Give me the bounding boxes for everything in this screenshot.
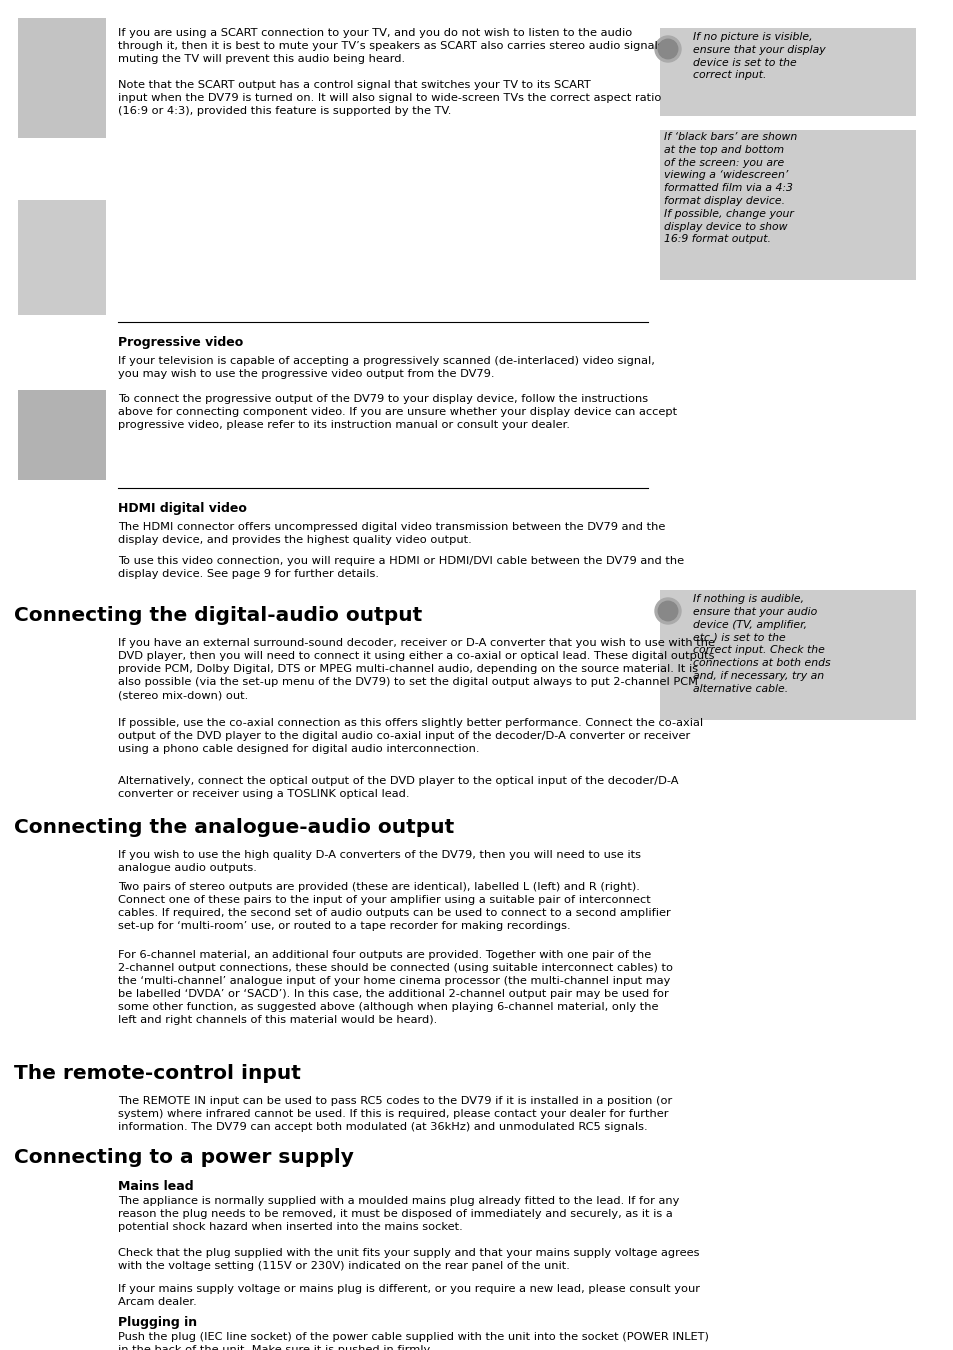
Bar [18,200,106,315]
Text: If ‘black bars’ are shown
at the top and bottom
of the screen: you are
viewing a: If ‘black bars’ are shown at the top and… [663,132,797,244]
Text: The HDMI connector offers uncompressed digital video transmission between the DV: The HDMI connector offers uncompressed d… [118,522,664,545]
Circle shape [655,598,680,624]
Text: The remote-control input: The remote-control input [14,1064,300,1083]
Bar [659,28,915,116]
Text: To connect the progressive output of the DV79 to your display device, follow the: To connect the progressive output of the… [118,394,677,431]
Text: If you have an external surround-sound decoder, receiver or D-A converter that y: If you have an external surround-sound d… [118,639,714,701]
Text: For 6-channel material, an additional four outputs are provided. Together with o: For 6-channel material, an additional fo… [118,950,672,1025]
Text: The appliance is normally supplied with a moulded mains plug already fitted to t: The appliance is normally supplied with … [118,1196,679,1233]
Text: Connecting the digital-audio output: Connecting the digital-audio output [14,606,422,625]
Text: If nothing is audible,
ensure that your audio
device (TV, amplifier,
etc.) is se: If nothing is audible, ensure that your … [692,594,830,694]
Text: To use this video connection, you will require a HDMI or HDMI/DVI cable between : To use this video connection, you will r… [118,556,683,579]
Circle shape [658,39,677,59]
Text: HDMI digital video: HDMI digital video [118,502,247,514]
Text: Alternatively, connect the optical output of the DVD player to the optical input: Alternatively, connect the optical outpu… [118,776,678,799]
Text: Plugging in: Plugging in [118,1316,197,1328]
Circle shape [655,36,680,62]
Text: Mains lead: Mains lead [118,1180,193,1193]
Text: If no picture is visible,
ensure that your display
device is set to the
correct : If no picture is visible, ensure that yo… [692,32,824,81]
Bar [18,18,106,138]
Text: If your mains supply voltage or mains plug is different, or you require a new le: If your mains supply voltage or mains pl… [118,1284,700,1307]
Text: Note that the SCART output has a control signal that switches your TV to its SCA: Note that the SCART output has a control… [118,80,660,116]
Text: Connecting to a power supply: Connecting to a power supply [14,1148,354,1166]
Bar [659,130,915,279]
Bar [659,590,915,720]
Text: If you are using a SCART connection to your TV, and you do not wish to listen to: If you are using a SCART connection to y… [118,28,667,63]
Text: If you wish to use the high quality D-A converters of the DV79, then you will ne: If you wish to use the high quality D-A … [118,850,640,873]
Text: Progressive video: Progressive video [118,336,243,350]
Text: Connecting the analogue-audio output: Connecting the analogue-audio output [14,818,454,837]
Text: Check that the plug supplied with the unit fits your supply and that your mains : Check that the plug supplied with the un… [118,1247,699,1272]
Text: If possible, use the co-axial connection as this offers slightly better performa: If possible, use the co-axial connection… [118,718,702,755]
Text: English: English [931,401,944,450]
Text: If your television is capable of accepting a progressively scanned (de-interlace: If your television is capable of accepti… [118,356,654,379]
Circle shape [658,601,677,621]
Text: The REMOTE IN input can be used to pass RC5 codes to the DV79 if it is installed: The REMOTE IN input can be used to pass … [118,1096,672,1133]
Text: Two pairs of stereo outputs are provided (these are identical), labelled L (left: Two pairs of stereo outputs are provided… [118,882,670,932]
Bar [18,390,106,481]
Text: Push the plug (IEC line socket) of the power cable supplied with the unit into t: Push the plug (IEC line socket) of the p… [118,1332,708,1350]
Text: DV79
E-7: DV79 E-7 [869,1311,904,1342]
